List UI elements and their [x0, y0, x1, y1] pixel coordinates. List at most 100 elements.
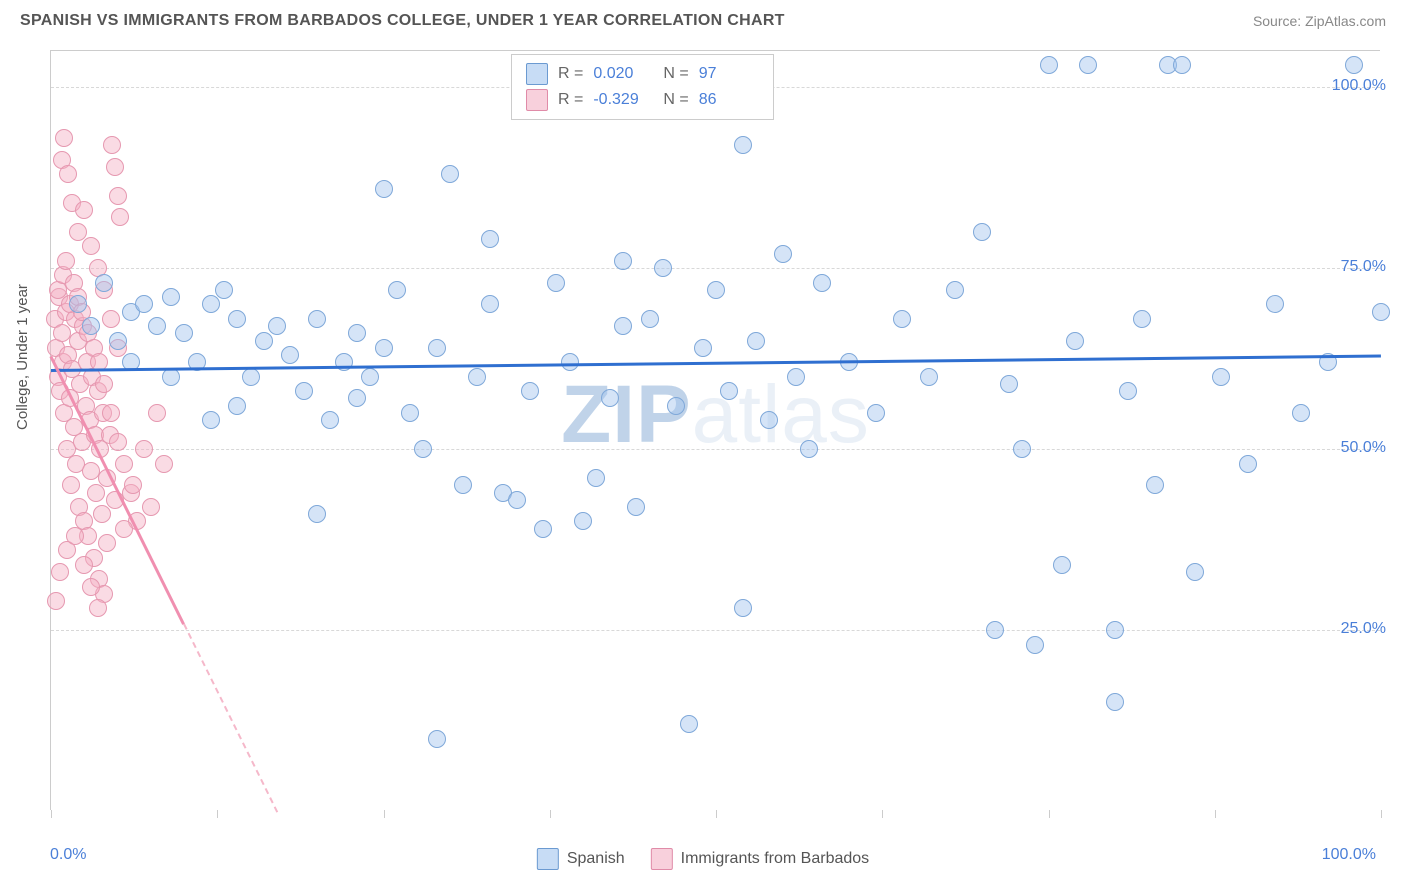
data-point	[162, 368, 180, 386]
data-point	[142, 498, 160, 516]
x-tick	[1215, 810, 1216, 818]
data-point	[109, 187, 127, 205]
data-point	[1266, 295, 1284, 313]
data-point	[388, 281, 406, 299]
data-point	[62, 476, 80, 494]
data-point	[1013, 440, 1031, 458]
data-point	[774, 245, 792, 263]
data-point	[1106, 621, 1124, 639]
data-point	[102, 404, 120, 422]
data-point	[215, 281, 233, 299]
data-point	[1000, 375, 1018, 393]
data-point	[521, 382, 539, 400]
data-point	[654, 259, 672, 277]
data-point	[1026, 636, 1044, 654]
data-point	[111, 208, 129, 226]
data-point	[614, 252, 632, 270]
data-point	[109, 433, 127, 451]
legend-item: Immigrants from Barbados	[651, 848, 870, 870]
data-point	[694, 339, 712, 357]
data-point	[1212, 368, 1230, 386]
data-point	[414, 440, 432, 458]
data-point	[534, 520, 552, 538]
header: SPANISH VS IMMIGRANTS FROM BARBADOS COLL…	[0, 0, 1406, 38]
data-point	[106, 158, 124, 176]
data-point	[95, 375, 113, 393]
data-point	[1053, 556, 1071, 574]
x-tick	[51, 810, 52, 818]
data-point	[155, 455, 173, 473]
data-point	[813, 274, 831, 292]
data-point	[175, 324, 193, 342]
data-point	[202, 411, 220, 429]
data-point	[1372, 303, 1390, 321]
data-point	[202, 295, 220, 313]
data-point	[82, 578, 100, 596]
legend-swatch	[526, 89, 548, 111]
data-point	[281, 346, 299, 364]
data-point	[95, 274, 113, 292]
data-point	[1173, 56, 1191, 74]
data-point	[57, 252, 75, 270]
data-point	[228, 310, 246, 328]
x-min-label: 0.0%	[50, 846, 86, 864]
data-point	[1106, 693, 1124, 711]
y-axis-label: College, Under 1 year	[14, 284, 31, 430]
data-point	[1146, 476, 1164, 494]
legend-item: Spanish	[537, 848, 625, 870]
data-point	[667, 397, 685, 415]
data-point	[242, 368, 260, 386]
x-tick	[384, 810, 385, 818]
data-point	[920, 368, 938, 386]
gridline	[51, 449, 1380, 450]
x-tick	[217, 810, 218, 818]
data-point	[348, 324, 366, 342]
source-label: Source: ZipAtlas.com	[1253, 13, 1386, 29]
data-point	[89, 599, 107, 617]
data-point	[75, 201, 93, 219]
data-point	[75, 556, 93, 574]
data-point	[361, 368, 379, 386]
data-point	[601, 389, 619, 407]
data-point	[481, 230, 499, 248]
data-point	[295, 382, 313, 400]
data-point	[47, 592, 65, 610]
y-tick-label: 75.0%	[1341, 258, 1386, 276]
data-point	[1186, 563, 1204, 581]
data-point	[760, 411, 778, 429]
data-point	[1040, 56, 1058, 74]
data-point	[468, 368, 486, 386]
data-point	[1292, 404, 1310, 422]
data-point	[561, 353, 579, 371]
data-point	[115, 520, 133, 538]
data-point	[55, 129, 73, 147]
data-point	[680, 715, 698, 733]
data-point	[375, 339, 393, 357]
data-point	[268, 317, 286, 335]
data-point	[986, 621, 1004, 639]
data-point	[428, 730, 446, 748]
data-point	[135, 295, 153, 313]
data-point	[102, 310, 120, 328]
data-point	[51, 563, 69, 581]
data-point	[574, 512, 592, 530]
data-point	[428, 339, 446, 357]
gridline	[51, 268, 1380, 269]
data-point	[787, 368, 805, 386]
x-tick	[1049, 810, 1050, 818]
source-name: ZipAtlas.com	[1305, 13, 1386, 29]
data-point	[59, 165, 77, 183]
data-point	[1066, 332, 1084, 350]
data-point	[587, 469, 605, 487]
stats-legend-row: R =-0.329N =86	[526, 87, 759, 113]
data-point	[109, 332, 127, 350]
data-point	[734, 599, 752, 617]
data-point	[641, 310, 659, 328]
data-point	[1079, 56, 1097, 74]
data-point	[124, 476, 142, 494]
series-legend: Spanish Immigrants from Barbados	[537, 848, 869, 870]
data-point	[867, 404, 885, 422]
data-point	[308, 310, 326, 328]
data-point	[800, 440, 818, 458]
gridline	[51, 630, 1380, 631]
